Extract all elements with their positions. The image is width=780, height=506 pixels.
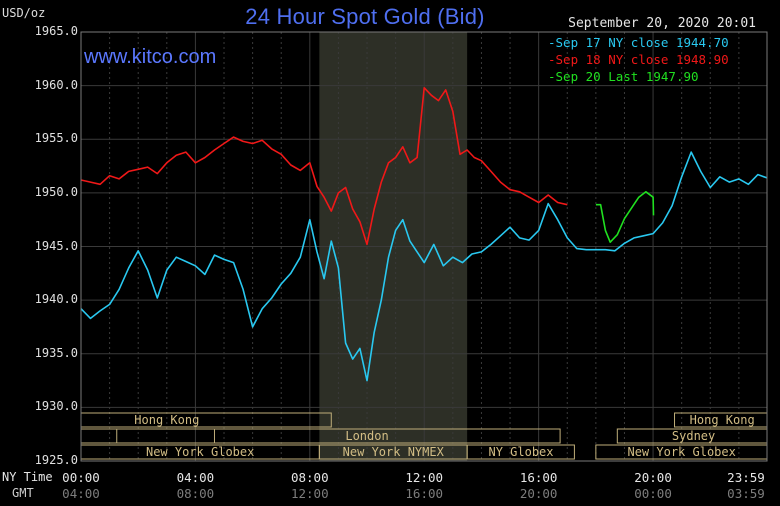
x-tick-label-gmt: 08:00 xyxy=(176,486,215,501)
session-ny-globex-short-label: NY Globex xyxy=(488,445,554,459)
x-tick-label-gmt: 04:00 xyxy=(62,486,100,501)
chart-timestamp: September 20, 2020 20:01 xyxy=(568,16,756,31)
x-tick-label-ny: 12:00 xyxy=(405,470,444,485)
ny-time-label: NY Time xyxy=(2,470,53,484)
session-hong-kong-label: Hong Kong xyxy=(134,413,200,427)
session-ny-globex-evening-label: New York Globex xyxy=(627,445,736,459)
chart-title: 24 Hour Spot Gold (Bid) xyxy=(245,4,485,29)
session-sydney-label: Sydney xyxy=(671,429,716,443)
session-ny-nymex-label: New York NYMEX xyxy=(342,445,444,459)
x-tick-label-gmt: 12:00 xyxy=(290,486,329,501)
x-tick-label-ny: 00:00 xyxy=(62,470,100,485)
x-tick-label-ny: 23:59 xyxy=(727,470,765,485)
x-tick-label-ny: 16:00 xyxy=(519,470,558,485)
site-watermark: www.kitco.com xyxy=(84,46,217,68)
y-tick-label: 1955.0 xyxy=(34,131,78,146)
legend-label-sep20: Sep 20 Last 1947.90 xyxy=(555,69,699,84)
legend-item-sep20: -Sep 20 Last 1947.90 xyxy=(548,69,699,84)
x-tick-label-ny: 20:00 xyxy=(634,470,672,485)
y-tick-label: 1945.0 xyxy=(34,238,78,253)
legend-label-sep17: Sep 17 NY close 1944.70 xyxy=(555,35,729,50)
series-sep20-line xyxy=(595,191,655,243)
session-ny-globex-label: New York Globex xyxy=(145,445,255,459)
grid-lines xyxy=(80,31,768,462)
session-london-label: London xyxy=(345,429,389,443)
session-hong-kong-evening-label: Hong Kong xyxy=(689,413,755,427)
y-tick-label: 1940.0 xyxy=(34,292,78,307)
series-sep18-line xyxy=(80,87,568,246)
session-ny-globex-short xyxy=(466,444,575,460)
price-series xyxy=(80,87,768,382)
x-tick-label-gmt: 16:00 xyxy=(405,486,444,501)
gmt-label: GMT xyxy=(12,486,34,500)
y-axis-unit: USD/oz xyxy=(2,6,46,20)
y-tick-label: 1925.0 xyxy=(34,453,78,467)
y-tick-label: 1960.0 xyxy=(34,77,78,92)
x-tick-label-gmt: 00:00 xyxy=(634,486,672,501)
legend-label-sep18: Sep 18 NY close 1948.90 xyxy=(555,52,729,67)
y-tick-label: 1965.0 xyxy=(34,24,78,38)
legend: -Sep 17 NY close 1944.70 -Sep 18 NY clos… xyxy=(548,34,729,85)
x-tick-label-gmt: 03:59 xyxy=(727,486,765,501)
legend-item-sep18: -Sep 18 NY close 1948.90 xyxy=(548,52,729,67)
legend-item-sep17: -Sep 17 NY close 1944.70 xyxy=(548,35,729,50)
series-sep17-line xyxy=(80,151,768,382)
plot-frame xyxy=(80,31,768,462)
y-tick-label: 1930.0 xyxy=(34,399,78,414)
x-tick-label-ny: 08:00 xyxy=(290,470,329,485)
x-tick-label-ny: 04:00 xyxy=(176,470,215,485)
y-tick-label: 1935.0 xyxy=(34,345,78,360)
y-tick-label: 1950.0 xyxy=(34,184,78,199)
x-tick-label-gmt: 20:00 xyxy=(519,486,558,501)
